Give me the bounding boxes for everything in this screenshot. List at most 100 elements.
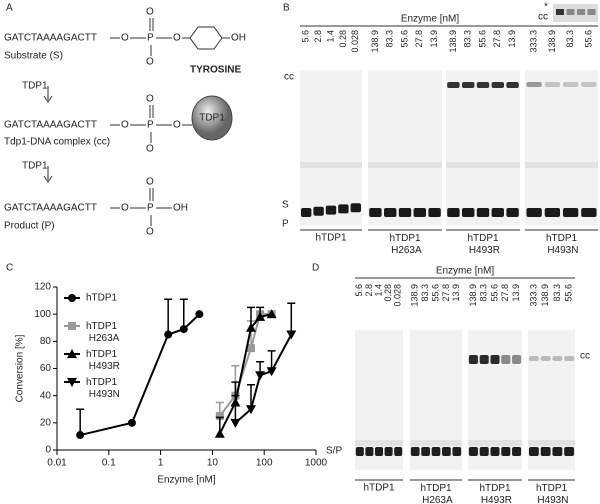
lane-label: 5.6 <box>354 284 364 297</box>
shape: GATCTAAAAGACTT O P O O O OH Substrate (S… <box>4 7 246 238</box>
gel-band <box>325 205 337 215</box>
lane-label: 0.28 <box>338 30 348 48</box>
label: O <box>146 7 154 18</box>
gel-band <box>501 355 511 364</box>
marker <box>246 344 255 353</box>
marker <box>68 294 76 302</box>
gel-band <box>526 208 542 217</box>
x-tick-label: 1 <box>158 458 164 469</box>
label-line: hTDP1 <box>86 321 118 332</box>
inset-star: * <box>544 2 548 13</box>
marker <box>195 310 204 319</box>
marker <box>76 431 85 440</box>
lane-label: 83.3 <box>463 30 473 48</box>
label: GATCTAAAAGACTT <box>4 120 97 131</box>
series-line <box>234 334 293 424</box>
inset-band <box>587 9 596 15</box>
label: P <box>147 120 154 131</box>
y-tick-label: 20 <box>40 417 52 428</box>
marker-cc: cc <box>284 72 294 83</box>
lane-label: 55.6 <box>399 30 409 48</box>
label: O <box>146 57 154 68</box>
gel-band <box>461 208 475 217</box>
lane-label: 55.6 <box>583 30 593 48</box>
error-bar <box>231 394 240 423</box>
gel-smear <box>300 162 362 168</box>
gel-band <box>490 355 500 364</box>
label: O <box>146 94 154 105</box>
label-line: hTDP1 <box>420 483 452 494</box>
shape <box>191 95 233 141</box>
lane-label: 333.3 <box>528 284 538 307</box>
label: O <box>146 144 154 155</box>
label: O <box>146 227 154 238</box>
gel-band <box>398 208 412 217</box>
gel-band <box>350 203 362 213</box>
gel-band <box>410 447 420 456</box>
y-axis-label: Conversion [%] <box>15 334 26 402</box>
marker <box>127 418 136 427</box>
label-line: H263A <box>419 495 453 504</box>
legend-label: hTDP1 H493N <box>86 377 120 400</box>
label: O <box>173 120 181 131</box>
marker-s: S <box>282 200 289 211</box>
label-line: hTDP1 <box>86 349 118 360</box>
gel-band <box>300 208 312 217</box>
group-label: hTDP1 <box>363 483 395 494</box>
label: TYROSINE <box>190 65 241 76</box>
x-tick-label: 100 <box>256 458 273 469</box>
gel-band <box>431 447 441 456</box>
gel-band <box>528 356 539 361</box>
gel-band <box>461 82 475 88</box>
x-tick-label: 10 <box>207 458 219 469</box>
gel-band <box>476 208 490 217</box>
gel-smear <box>468 440 522 446</box>
inset <box>553 4 598 22</box>
label-line: hTDP1 <box>546 233 578 244</box>
lane-label: 0.028 <box>350 30 360 53</box>
label: Tdp1-DNA complex (cc) <box>4 137 110 148</box>
gel-smear <box>368 162 442 168</box>
marker <box>67 378 77 387</box>
gel-band <box>447 82 460 88</box>
gel-band <box>564 447 575 456</box>
gel-band <box>562 208 579 217</box>
marker <box>286 330 297 340</box>
marker <box>230 418 241 428</box>
lane-label: 83.3 <box>385 30 395 48</box>
lane-label: 138.9 <box>547 30 557 53</box>
gel-block <box>446 70 520 225</box>
y-tick-label: 120 <box>34 282 51 293</box>
legend-label: hTDP1 <box>86 293 118 304</box>
group-label: hTDP1 <box>315 233 347 244</box>
marker <box>179 325 188 334</box>
gel-band <box>355 447 364 456</box>
label: O <box>121 203 129 214</box>
label: Substrate (S) <box>4 51 63 62</box>
lane-label: 13.9 <box>507 30 517 48</box>
label: OH <box>231 33 246 44</box>
y-tick-label: 60 <box>40 363 52 374</box>
gel-band <box>365 447 374 456</box>
shape <box>43 175 53 183</box>
label: C <box>6 263 13 274</box>
gel-band <box>562 82 579 87</box>
label: GATCTAAAAGACTT <box>4 33 97 44</box>
gel-band <box>544 82 561 87</box>
shape <box>189 26 223 50</box>
gel-band <box>442 447 451 456</box>
gel-band <box>540 447 551 456</box>
marker <box>215 412 224 421</box>
group-label: hTDP1 H493N <box>545 233 579 256</box>
gel-title: Enzyme [nM] <box>401 14 460 25</box>
label: O <box>146 177 154 188</box>
gel-band <box>581 208 597 217</box>
lane-label: 333.3 <box>529 30 539 53</box>
gel-band <box>468 355 478 364</box>
marker-cc: cc <box>580 351 590 362</box>
y-tick-label: 40 <box>40 390 52 401</box>
marker <box>245 405 256 415</box>
label-line: hTDP1 <box>479 483 511 494</box>
gel-band <box>479 355 489 364</box>
lane-label: 55.6 <box>477 30 487 48</box>
